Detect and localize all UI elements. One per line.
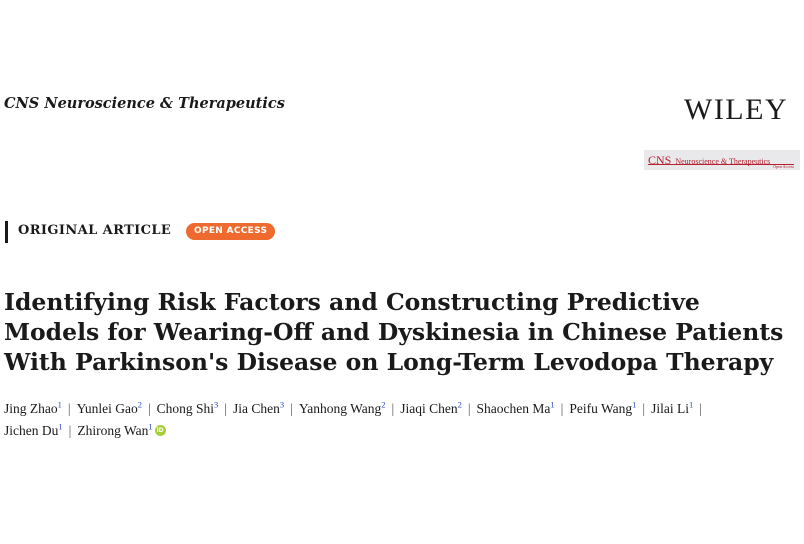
- journal-badge-abbrev: CNS: [648, 153, 672, 167]
- article-title: Identifying Risk Factors and Constructin…: [4, 287, 804, 377]
- author-separator: |: [560, 400, 564, 416]
- author-name[interactable]: Jing Zhao1: [4, 399, 62, 416]
- journal-badge-open-access: Open Access: [773, 164, 794, 169]
- author-name-text: Jichen Du: [4, 423, 59, 438]
- affiliation-marker[interactable]: 1: [148, 421, 153, 432]
- author-name-text: Yanhong Wang: [298, 400, 382, 416]
- author-name-text: Peifu Wang: [569, 400, 633, 416]
- author-line: Jichen Du1 | Zhirong Wan1 iD: [4, 418, 804, 441]
- journal-badge-rule: [648, 164, 794, 165]
- author-separator: |: [391, 400, 395, 416]
- author-name-text: Zhirong Wan: [77, 423, 149, 438]
- author-name[interactable]: Jichen Du1: [4, 421, 63, 439]
- author-separator: |: [467, 400, 471, 416]
- article-title-line: Models for Wearing-Off and Dyskinesia in…: [4, 318, 784, 346]
- affiliation-marker[interactable]: 1: [632, 399, 637, 409]
- author-name-text: Jiaqi Chen: [400, 400, 458, 416]
- author-name-text: Shaochen Ma: [476, 400, 551, 416]
- open-access-badge[interactable]: OPEN ACCESS: [186, 223, 276, 240]
- article-type: ORIGINAL ARTICLE: [18, 223, 172, 238]
- affiliation-marker[interactable]: 1: [57, 399, 62, 409]
- author-name[interactable]: Zhirong Wan1: [77, 421, 153, 439]
- affiliation-marker[interactable]: 3: [214, 399, 219, 409]
- affiliation-marker[interactable]: 2: [137, 399, 142, 409]
- author-separator: |: [68, 423, 72, 438]
- article-type-bar: [5, 221, 8, 243]
- affiliation-marker[interactable]: 2: [457, 399, 462, 409]
- author-line: Jing Zhao1 | Yunlei Gao2 | Chong Shi3 | Jia Ch…: [4, 395, 804, 418]
- affiliation-marker[interactable]: 1: [550, 399, 555, 409]
- author-name-text: Jilai Li: [651, 400, 689, 416]
- author-name[interactable]: Jia Chen3: [233, 399, 285, 416]
- affiliation-marker[interactable]: 1: [688, 399, 694, 409]
- author-name-text: Jing Zhao: [4, 400, 58, 416]
- affiliation-marker[interactable]: 1: [58, 421, 63, 432]
- author-name[interactable]: Shaochen Ma1: [476, 399, 555, 416]
- author-name[interactable]: Jiaqi Chen2: [400, 399, 462, 416]
- article-title-line: Identifying Risk Factors and Constructin…: [4, 288, 700, 316]
- author-name-text: Jia Chen: [233, 400, 280, 416]
- affiliation-marker[interactable]: 2: [381, 399, 386, 409]
- author-name[interactable]: Yunlei Gao2: [76, 399, 142, 416]
- author-list: Jing Zhao1 | Yunlei Gao2 | Chong Shi3 | Jia Ch…: [4, 395, 804, 440]
- author-separator: |: [290, 400, 293, 416]
- author-separator: |: [224, 400, 227, 416]
- article-title-line: With Parkinson's Disease on Long-Term Le…: [4, 348, 774, 376]
- author-name[interactable]: Yanhong Wang2: [298, 399, 386, 416]
- author-name[interactable]: Peifu Wang1: [569, 399, 637, 416]
- journal-badge-name: Neuroscience & Therapeutics: [675, 157, 771, 166]
- author-name[interactable]: Chong Shi3: [156, 399, 219, 416]
- journal-badge[interactable]: CNS Neuroscience & Therapeutics Open Acc…: [644, 150, 800, 170]
- publisher-logo[interactable]: WILEY: [684, 93, 789, 126]
- author-separator: |: [642, 400, 646, 416]
- author-name-text: Yunlei Gao: [76, 400, 138, 416]
- orcid-icon[interactable]: iD: [154, 425, 166, 436]
- author-separator: |: [147, 400, 151, 416]
- affiliation-marker[interactable]: 3: [279, 399, 285, 409]
- author-name-text: Chong Shi: [156, 400, 215, 416]
- journal-name: CNS Neuroscience & Therapeutics: [4, 95, 285, 112]
- author-name[interactable]: Jilai Li1: [651, 399, 694, 416]
- author-separator: |: [699, 400, 702, 416]
- author-separator: |: [67, 400, 71, 416]
